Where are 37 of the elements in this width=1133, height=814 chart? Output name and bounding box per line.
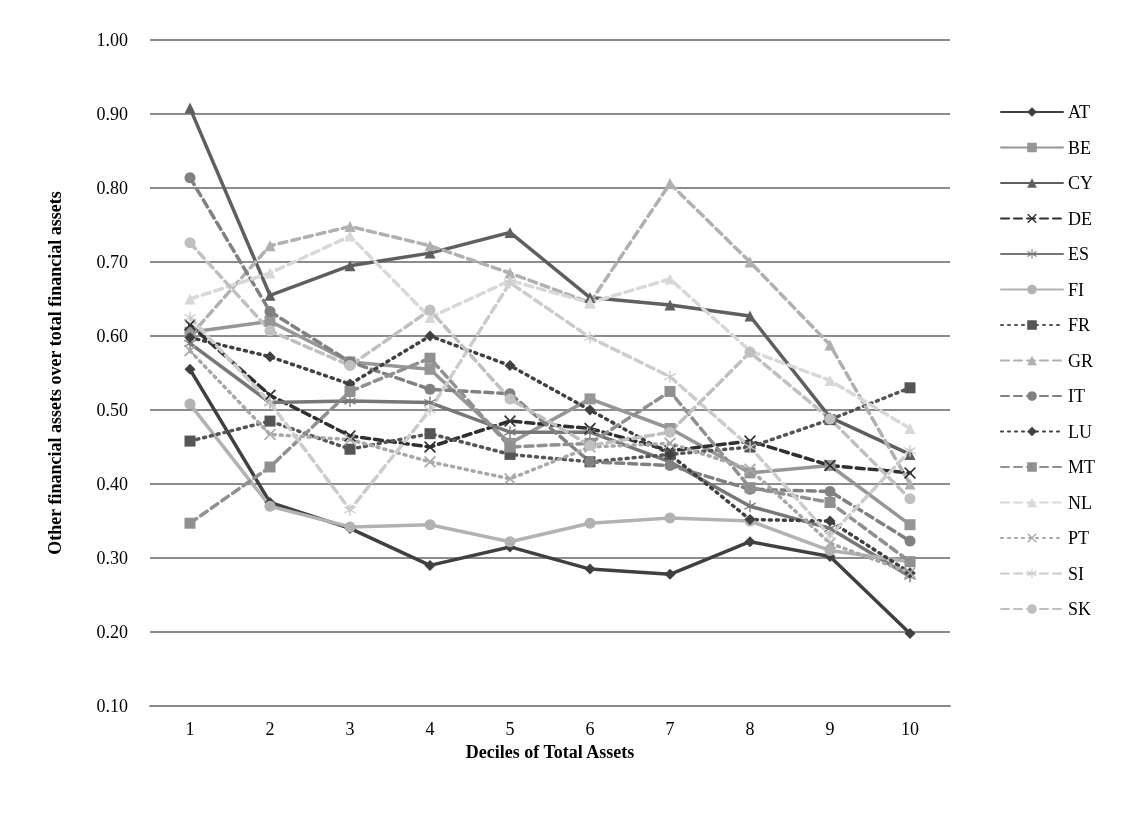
y-tick-label: 1.00 (96, 30, 128, 50)
x-tick-label: 3 (345, 719, 355, 739)
y-tick-label: 0.80 (96, 178, 128, 198)
legend-label: GR (1068, 350, 1094, 371)
y-tick-label: 0.10 (96, 696, 128, 716)
y-tick-label: 0.20 (96, 622, 128, 642)
legend-label: FR (1068, 315, 1091, 335)
y-axis-title: Other financial assets over total financial assets (45, 191, 65, 555)
legend-label: DE (1068, 208, 1092, 229)
legend-label: FI (1068, 279, 1085, 300)
legend-label: MT (1068, 457, 1095, 477)
y-tick-label: 0.50 (96, 400, 128, 420)
x-tick-label: 5 (505, 719, 515, 739)
y-tick-label: 0.40 (96, 474, 128, 494)
legend-label: PT (1068, 528, 1090, 548)
legend-label: BE (1068, 137, 1092, 158)
x-tick-label: 6 (585, 719, 595, 739)
x-tick-label: 9 (825, 719, 835, 739)
legend-label: ES (1068, 244, 1090, 264)
y-tick-label: 0.60 (96, 326, 128, 346)
x-tick-label: 7 (665, 719, 675, 739)
y-tick-label: 0.70 (96, 252, 128, 272)
legend-label: LU (1068, 421, 1092, 442)
legend-label: SK (1068, 599, 1092, 619)
legend-label: CY (1068, 173, 1094, 193)
x-axis-title: Deciles of Total Assets (465, 741, 635, 762)
y-tick-label: 0.90 (96, 104, 128, 124)
x-tick-label: 1 (185, 719, 195, 739)
y-tick-label: 0.30 (96, 548, 128, 568)
x-tick-label: 8 (745, 719, 755, 739)
legend-label: SI (1068, 563, 1085, 584)
legend-label: AT (1068, 102, 1090, 122)
x-tick-label: 2 (265, 719, 275, 739)
legend-label: NL (1068, 492, 1092, 513)
x-tick-label: 10 (901, 719, 919, 739)
legend-label: IT (1068, 386, 1085, 406)
x-tick-label: 4 (425, 719, 435, 739)
